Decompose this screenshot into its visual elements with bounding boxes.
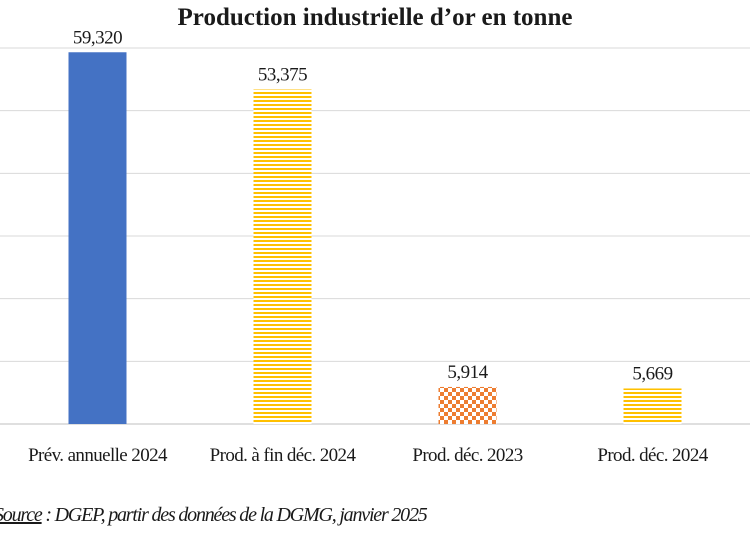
data-label-2: 53,375 xyxy=(258,65,307,86)
category-label-1: Prév. annuelle 2024 xyxy=(28,445,168,466)
bars xyxy=(68,52,682,425)
bar-2 xyxy=(253,89,312,425)
data-label-4: 5,669 xyxy=(632,363,672,384)
source-text: : DGEP, partir des données de la DGMG, j… xyxy=(41,504,427,526)
data-label-3: 5,914 xyxy=(447,362,488,383)
category-label-4: Prod. déc. 2024 xyxy=(597,445,708,466)
bar-1 xyxy=(68,52,127,425)
labels: 59,320 Prév. annuelle 2024 53,375 Prod. à f… xyxy=(28,27,709,466)
source-label: Source xyxy=(0,504,43,526)
data-label-1: 59,320 xyxy=(73,27,122,48)
bar-3 xyxy=(438,386,497,424)
category-label-2: Prod. à fin déc. 2024 xyxy=(210,445,357,466)
source-note: Source : DGEP, partir des données de la … xyxy=(0,504,428,527)
chart-title: Production industrielle d’or en tonne xyxy=(177,4,573,31)
bar-4 xyxy=(623,388,682,424)
category-label-3: Prod. déc. 2023 xyxy=(412,445,522,466)
